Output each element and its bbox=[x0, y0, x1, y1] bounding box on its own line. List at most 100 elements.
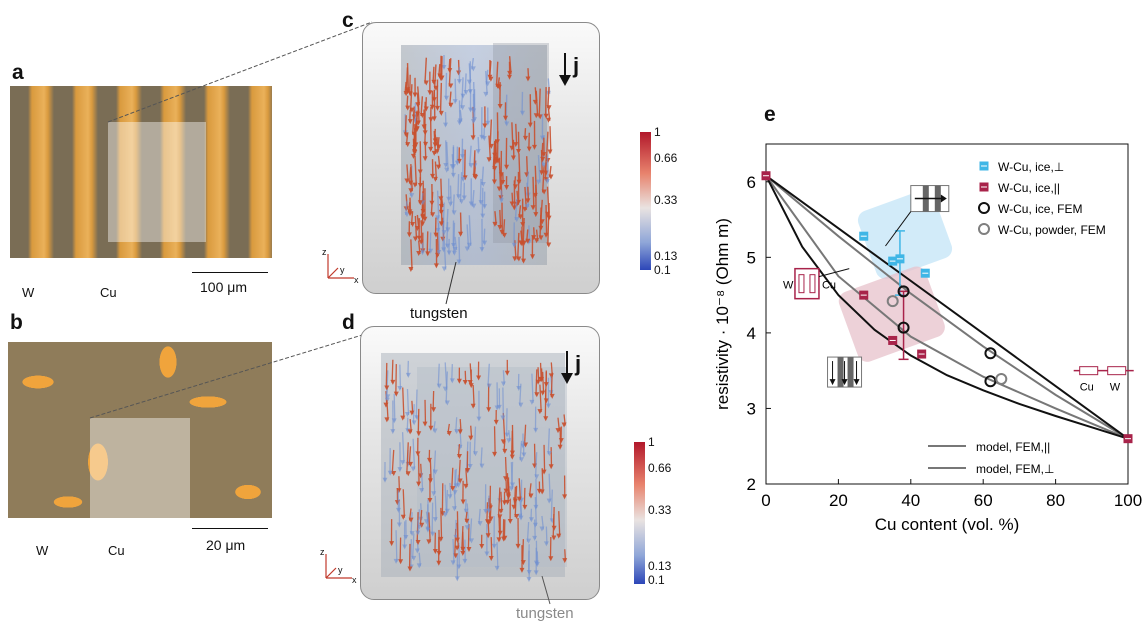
tungsten-label-c: tungsten bbox=[410, 305, 468, 322]
legend-label: W-Cu, ice, FEM bbox=[998, 202, 1082, 216]
current-density-arrowhead bbox=[546, 498, 552, 504]
current-density-arrowhead bbox=[486, 383, 492, 389]
current-density-arrowhead bbox=[403, 132, 409, 138]
current-density-arrow bbox=[402, 387, 405, 419]
par-schematic-stripe bbox=[847, 357, 854, 388]
current-density-arrowhead bbox=[416, 481, 422, 487]
current-density-arrowhead bbox=[434, 149, 440, 155]
current-density-arrowhead bbox=[522, 504, 528, 510]
axes-triad-c bbox=[327, 254, 354, 279]
current-density-arrow bbox=[473, 82, 476, 112]
current-density-arrow bbox=[458, 237, 461, 263]
simulation-box-c: j bbox=[362, 22, 600, 294]
current-density-arrowhead bbox=[429, 104, 435, 110]
current-density-arrowhead bbox=[454, 576, 460, 582]
current-density-arrowhead bbox=[468, 163, 474, 169]
current-density-arrowhead bbox=[463, 483, 469, 489]
current-density-arrowhead bbox=[522, 206, 528, 212]
current-density-arrow bbox=[429, 459, 432, 482]
current-density-arrowhead bbox=[408, 517, 414, 523]
par-schematic-arrowhead bbox=[829, 379, 836, 386]
current-density-arrow bbox=[410, 512, 413, 535]
current-field-c bbox=[401, 43, 554, 272]
current-density-arrowhead bbox=[420, 250, 426, 256]
current-density-arrow bbox=[456, 522, 460, 549]
current-density-arrowhead bbox=[483, 509, 489, 515]
current-density-arrow bbox=[433, 89, 436, 120]
current-density-arrowhead bbox=[407, 211, 413, 217]
current-density-arrow bbox=[558, 511, 561, 537]
current-density-arrowhead bbox=[449, 378, 455, 384]
current-density-arrow bbox=[535, 478, 538, 508]
colorbar-c-tick-066: 0.66 bbox=[654, 151, 678, 165]
current-density-arrowhead bbox=[526, 146, 532, 152]
current-density-arrow bbox=[422, 180, 425, 212]
current-density-arrowhead bbox=[419, 112, 425, 118]
current-density-arrowhead bbox=[501, 536, 507, 542]
current-density-arrow bbox=[461, 77, 464, 97]
current-density-arrowhead bbox=[479, 463, 485, 469]
label-cu-b: Cu bbox=[108, 543, 125, 558]
current-density-arrowhead bbox=[438, 221, 444, 227]
current-density-arrow bbox=[472, 385, 475, 407]
current-density-arrowhead bbox=[396, 522, 402, 528]
current-density-arrow bbox=[436, 190, 440, 219]
current-density-arrowhead bbox=[416, 563, 422, 569]
colorbar-d-tick-013: 0.13 bbox=[648, 559, 672, 573]
current-density-arrowhead bbox=[541, 152, 547, 158]
current-density-arrowhead bbox=[419, 522, 425, 528]
current-density-arrowhead bbox=[409, 193, 415, 199]
current-density-arrowhead bbox=[438, 110, 444, 116]
x-tick-label: 100 bbox=[1114, 491, 1142, 510]
data-point bbox=[897, 285, 910, 298]
current-density-arrow bbox=[445, 141, 449, 171]
current-density-arrowhead bbox=[389, 541, 395, 547]
current-density-arrow bbox=[548, 473, 551, 502]
current-density-arrowhead bbox=[470, 403, 476, 409]
current-density-arrowhead bbox=[425, 527, 431, 533]
current-density-arrowhead bbox=[497, 224, 503, 230]
current-density-arrow bbox=[523, 424, 527, 446]
current-density-arrow bbox=[473, 426, 477, 455]
current-density-arrowhead bbox=[397, 467, 403, 473]
current-density-arrowhead bbox=[500, 180, 506, 186]
current-density-arrowhead bbox=[521, 452, 527, 458]
current-density-arrowhead bbox=[452, 99, 458, 105]
current-density-arrow bbox=[488, 60, 492, 80]
current-density-arrowhead bbox=[456, 194, 462, 200]
axis-y-c: y bbox=[340, 265, 345, 275]
resistivity-chart: 0 20 40 60 80 100 2 3 4 5 6 Cu content (vol. %) resi… bbox=[713, 143, 1142, 534]
current-density-arrow bbox=[433, 469, 436, 495]
current-density-arrowhead bbox=[405, 471, 411, 477]
data-point bbox=[984, 347, 997, 360]
current-density-arrowhead bbox=[414, 226, 420, 232]
current-density-arrowhead bbox=[468, 435, 474, 441]
current-density-arrowhead bbox=[525, 76, 531, 82]
current-density-arrow bbox=[514, 198, 518, 221]
perp-region-shade bbox=[857, 189, 953, 280]
current-density-arrowhead bbox=[538, 376, 544, 382]
x-axis-label: Cu content (vol. %) bbox=[875, 515, 1020, 534]
current-density-arrowhead bbox=[539, 170, 545, 176]
current-density-arrow bbox=[541, 165, 545, 193]
label-w-b: W bbox=[36, 543, 49, 558]
current-density-arrowhead bbox=[456, 259, 462, 265]
colorbar-c-tick-01: 0.1 bbox=[654, 263, 671, 277]
current-density-arrowhead bbox=[464, 246, 470, 252]
current-density-arrowhead bbox=[448, 83, 454, 89]
current-density-arrowhead bbox=[451, 250, 457, 256]
current-density-arrowhead bbox=[562, 494, 568, 500]
current-density-arrowhead bbox=[538, 235, 544, 241]
current-density-arrowhead bbox=[526, 538, 532, 544]
current-density-arrowhead bbox=[447, 494, 453, 500]
current-density-arrowhead bbox=[504, 184, 510, 190]
current-density-arrowhead bbox=[547, 149, 553, 155]
series-resistor bbox=[1079, 366, 1099, 376]
current-density-arrowhead bbox=[454, 429, 460, 435]
current-density-arrow bbox=[434, 495, 437, 521]
current-density-arrow bbox=[444, 362, 448, 390]
current-density-arrowhead bbox=[430, 531, 436, 537]
par-region-shade bbox=[838, 266, 945, 362]
current-density-arrowhead bbox=[483, 91, 489, 97]
current-density-arrowhead bbox=[471, 108, 477, 114]
